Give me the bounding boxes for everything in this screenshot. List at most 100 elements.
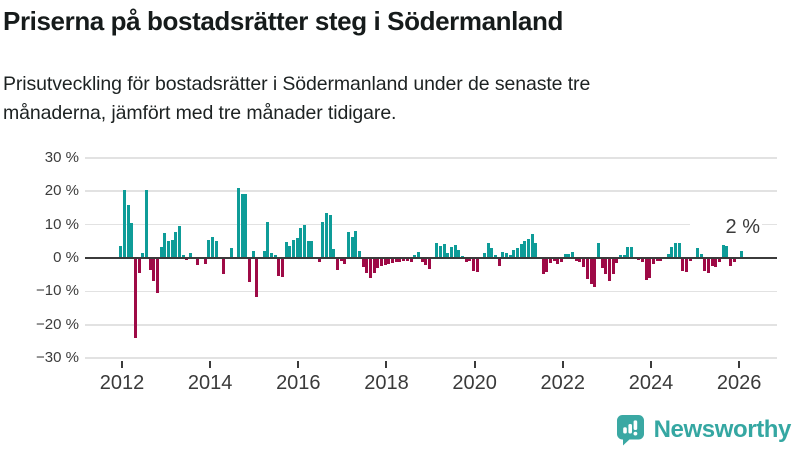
chart-bar — [703, 258, 707, 272]
chart-bar — [328, 214, 332, 258]
chart-bar — [471, 258, 475, 271]
chart-bar — [585, 258, 589, 279]
chart-bar — [376, 258, 380, 269]
chart-bar — [133, 258, 137, 339]
chart-bar — [549, 258, 553, 263]
chart-bar — [666, 253, 670, 258]
chart-bar — [302, 224, 306, 258]
chart-bar — [519, 243, 523, 258]
chart-bar — [512, 249, 516, 258]
x-axis-label: 2018 — [364, 372, 409, 394]
chart-bar — [170, 240, 174, 258]
chart-bar — [574, 258, 578, 262]
chart-bar — [332, 248, 336, 258]
chart-bar — [295, 237, 299, 258]
y-axis-label: 30 % — [44, 148, 79, 166]
chart-bar — [486, 242, 490, 258]
chart-bar — [673, 242, 677, 258]
chart-bar — [350, 236, 354, 258]
price-change-bar-chart: 2 % 30 % 20 % 10 % 0 % −10 % −20 % −30 % 2012 20… — [36, 148, 777, 394]
x-axis-tick — [121, 361, 123, 368]
last-value-annotation: 2 % — [690, 215, 762, 240]
chart-bar — [214, 240, 218, 258]
chart-bar — [729, 258, 733, 267]
y-gridline — [85, 190, 777, 192]
chart-bar — [541, 258, 545, 275]
chart-bar — [681, 258, 685, 271]
newsworthy-wordmark: Newsworthy — [653, 416, 792, 443]
x-axis-label: 2024 — [628, 372, 674, 394]
chart-bar — [688, 258, 692, 262]
chart-bar — [427, 258, 431, 270]
chart-bar — [596, 243, 600, 258]
y-axis-label: −20 % — [36, 315, 79, 333]
chart-bar — [398, 258, 402, 262]
chart-bar — [523, 241, 527, 258]
chart-bar — [380, 258, 384, 267]
chart-bar — [321, 221, 325, 258]
chart-bar — [648, 258, 652, 279]
y-gridline — [85, 324, 777, 326]
chart-bar — [552, 258, 556, 261]
x-axis-label: 2016 — [276, 372, 321, 394]
chart-bar — [240, 193, 244, 258]
chart-bar — [255, 258, 259, 298]
chart-bar — [685, 258, 689, 273]
chart-bar — [501, 251, 505, 258]
chart-bar — [545, 258, 549, 273]
page-subtitle: Prisutveckling för bostadsrätter i Söder… — [3, 70, 783, 127]
chart-bar — [457, 249, 461, 258]
chart-bar — [122, 189, 126, 258]
subtitle-line-2: månaderna, jämfört med tre månader tidig… — [3, 101, 397, 124]
chart-bar — [251, 250, 255, 258]
chart-bar — [178, 225, 182, 258]
chart-bar — [269, 252, 273, 258]
y-gridline — [85, 223, 777, 226]
chart-bar — [446, 252, 450, 258]
chart-bar — [347, 231, 351, 258]
chart-bar — [453, 244, 457, 258]
subtitle-line-1: Prisutveckling för bostadsrätter i Söder… — [3, 73, 591, 95]
chart-bar — [740, 251, 744, 258]
chart-bar — [578, 258, 582, 263]
chart-bar — [721, 244, 725, 258]
chart-bar — [707, 258, 711, 273]
chart-bar — [475, 258, 479, 273]
chart-bar — [361, 258, 365, 268]
chart-bar — [611, 258, 615, 275]
chart-bar — [582, 258, 586, 268]
chart-bar — [607, 258, 611, 282]
chart-bar — [236, 187, 240, 258]
chart-bar — [339, 258, 343, 262]
x-axis-tick — [561, 361, 564, 368]
chart-bar — [291, 239, 295, 258]
chart-bar — [383, 258, 387, 265]
chart-bar — [556, 258, 560, 264]
chart-bar — [141, 252, 145, 258]
chart-bar — [325, 213, 329, 258]
chart-bar — [284, 242, 288, 258]
x-axis-label: 2012 — [99, 372, 145, 394]
y-axis-label: −10 % — [36, 282, 79, 300]
chart-bar — [262, 250, 266, 258]
chart-bar — [659, 258, 663, 261]
chart-bar — [527, 238, 531, 258]
chart-bar — [145, 189, 148, 258]
chart-bar — [310, 240, 314, 258]
chart-bar — [247, 258, 251, 283]
chart-bar — [288, 245, 292, 258]
chart-bar — [464, 258, 468, 263]
chart-bar — [490, 247, 494, 258]
chart-bar — [516, 247, 520, 258]
chart-bar — [493, 254, 497, 258]
chart-bar — [567, 253, 571, 258]
chart-bar — [358, 251, 362, 258]
chart-bar — [159, 246, 163, 258]
x-axis-tick — [297, 361, 300, 368]
chart-bar — [391, 258, 395, 263]
y-axis-label: 0 % — [53, 249, 79, 266]
chart-bar — [677, 242, 681, 258]
chart-bar — [449, 247, 453, 258]
chart-bar — [405, 258, 409, 261]
chart-bar — [413, 254, 417, 258]
